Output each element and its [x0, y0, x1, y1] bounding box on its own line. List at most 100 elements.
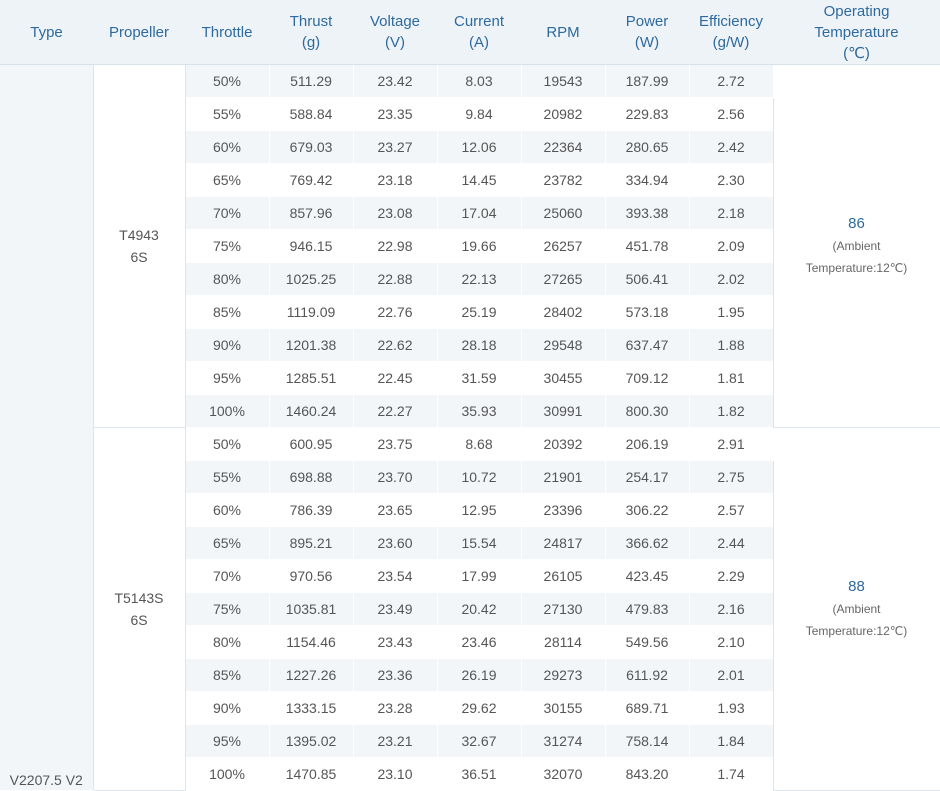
throttle-cell: 95% — [185, 361, 270, 395]
thrust-cell: 600.95 — [269, 427, 354, 461]
rpm-cell: 24817 — [521, 526, 606, 560]
efficiency-cell: 2.18 — [689, 196, 774, 230]
propeller-label: T4943 — [119, 227, 159, 243]
temperature-note: (Ambient — [832, 239, 881, 253]
table-row: 70% 857.96 23.08 17.04 25060 393.38 2.18 — [0, 196, 940, 230]
efficiency-cell: 2.42 — [689, 130, 774, 164]
thrust-cell: 1025.25 — [269, 262, 354, 296]
table-row: 80% 1154.46 23.43 23.46 28114 549.56 2.10 — [0, 625, 940, 659]
rpm-cell: 29548 — [521, 328, 606, 362]
current-cell: 35.93 — [437, 394, 522, 428]
header-power: Power (W) — [605, 0, 689, 65]
thrust-cell: 679.03 — [269, 130, 354, 164]
table-row: 75% 946.15 22.98 19.66 26257 451.78 2.09 — [0, 229, 940, 263]
header-row: Type Propeller Throttle Thrust (g) Voltag… — [0, 0, 940, 65]
rpm-cell: 32070 — [521, 757, 606, 791]
power-cell: 709.12 — [605, 361, 690, 395]
efficiency-cell: 1.84 — [689, 724, 774, 758]
throttle-cell: 55% — [185, 460, 270, 494]
power-cell: 254.17 — [605, 460, 690, 494]
table-row: 85% 1119.09 22.76 25.19 28402 573.18 1.95 — [0, 295, 940, 329]
throttle-cell: 80% — [185, 262, 270, 296]
current-cell: 26.19 — [437, 658, 522, 692]
voltage-cell: 23.08 — [353, 196, 438, 230]
rpm-cell: 28114 — [521, 625, 606, 659]
power-cell: 366.62 — [605, 526, 690, 560]
current-cell: 31.59 — [437, 361, 522, 395]
power-cell: 573.18 — [605, 295, 690, 329]
thrust-cell: 769.42 — [269, 163, 354, 197]
efficiency-cell: 2.57 — [689, 493, 774, 527]
rpm-cell: 28402 — [521, 295, 606, 329]
voltage-cell: 23.43 — [353, 625, 438, 659]
throttle-cell: 70% — [185, 196, 270, 230]
voltage-cell: 23.75 — [353, 427, 438, 461]
propeller-label: 6S — [130, 612, 148, 628]
rpm-cell: 30155 — [521, 691, 606, 725]
table-row: 90% 1333.15 23.28 29.62 30155 689.71 1.93 — [0, 691, 940, 725]
rpm-cell: 19543 — [521, 64, 606, 98]
current-cell: 28.18 — [437, 328, 522, 362]
propeller-label: T5143S — [114, 590, 164, 606]
current-cell: 12.06 — [437, 130, 522, 164]
header-voltage: Voltage (V) — [353, 0, 437, 65]
throttle-cell: 75% — [185, 229, 270, 263]
thrust-cell: 1227.26 — [269, 658, 354, 692]
thrust-cell: 895.21 — [269, 526, 354, 560]
rpm-cell: 27265 — [521, 262, 606, 296]
table-row: 60% 786.39 23.65 12.95 23396 306.22 2.57 — [0, 493, 940, 527]
table-row: 65% 895.21 23.60 15.54 24817 366.62 2.44 — [0, 526, 940, 560]
power-cell: 611.92 — [605, 658, 690, 692]
table-row: 65% 769.42 23.18 14.45 23782 334.94 2.30 — [0, 163, 940, 197]
rpm-cell: 26105 — [521, 559, 606, 593]
table-row: V2207.5 V2 T4943 6S 50% 511.29 23.42 8.03 19543… — [0, 64, 940, 791]
thrust-cell: 1035.81 — [269, 592, 354, 626]
power-cell: 393.38 — [605, 196, 690, 230]
propeller-cell: T4943 6S — [93, 64, 186, 428]
throttle-cell: 85% — [185, 295, 270, 329]
current-cell: 8.68 — [437, 427, 522, 461]
thrust-cell: 786.39 — [269, 493, 354, 527]
power-cell: 843.20 — [605, 757, 690, 791]
current-cell: 20.42 — [437, 592, 522, 626]
efficiency-cell: 2.02 — [689, 262, 774, 296]
voltage-cell: 23.60 — [353, 526, 438, 560]
voltage-cell: 23.42 — [353, 64, 438, 98]
header-efficiency: Efficiency (g/W) — [689, 0, 773, 65]
efficiency-cell: 2.01 — [689, 658, 774, 692]
voltage-cell: 23.18 — [353, 163, 438, 197]
table-row: 60% 679.03 23.27 12.06 22364 280.65 2.42 — [0, 130, 940, 164]
throttle-cell: 75% — [185, 592, 270, 626]
thrust-cell: 946.15 — [269, 229, 354, 263]
efficiency-cell: 2.72 — [689, 64, 774, 98]
current-cell: 12.95 — [437, 493, 522, 527]
power-cell: 334.94 — [605, 163, 690, 197]
power-cell: 689.71 — [605, 691, 690, 725]
power-cell: 479.83 — [605, 592, 690, 626]
thrust-cell: 1395.02 — [269, 724, 354, 758]
rpm-cell: 22364 — [521, 130, 606, 164]
temperature-value: 88 — [848, 578, 865, 595]
efficiency-cell: 1.93 — [689, 691, 774, 725]
voltage-cell: 23.10 — [353, 757, 438, 791]
efficiency-cell: 1.88 — [689, 328, 774, 362]
current-cell: 10.72 — [437, 460, 522, 494]
power-cell: 423.45 — [605, 559, 690, 593]
temperature-note: Temperature:12℃) — [805, 624, 908, 638]
efficiency-cell: 1.82 — [689, 394, 774, 428]
thrust-cell: 511.29 — [269, 64, 354, 98]
thrust-cell: 1470.85 — [269, 757, 354, 791]
thrust-cell: 970.56 — [269, 559, 354, 593]
voltage-cell: 23.36 — [353, 658, 438, 692]
efficiency-cell: 2.91 — [689, 427, 774, 461]
throttle-cell: 80% — [185, 625, 270, 659]
table-header: Type Propeller Throttle Thrust (g) Voltag… — [0, 0, 940, 65]
table-row: 55% 698.88 23.70 10.72 21901 254.17 2.75 — [0, 460, 940, 494]
rpm-cell: 20392 — [521, 427, 606, 461]
temperature-cell: 88 (Ambient Temperature:12℃) — [772, 427, 940, 791]
table-row: 55% 588.84 23.35 9.84 20982 229.83 2.56 — [0, 97, 940, 131]
throttle-cell: 65% — [185, 526, 270, 560]
current-cell: 23.46 — [437, 625, 522, 659]
power-cell: 187.99 — [605, 64, 690, 98]
table-row: 70% 970.56 23.54 17.99 26105 423.45 2.29 — [0, 559, 940, 593]
